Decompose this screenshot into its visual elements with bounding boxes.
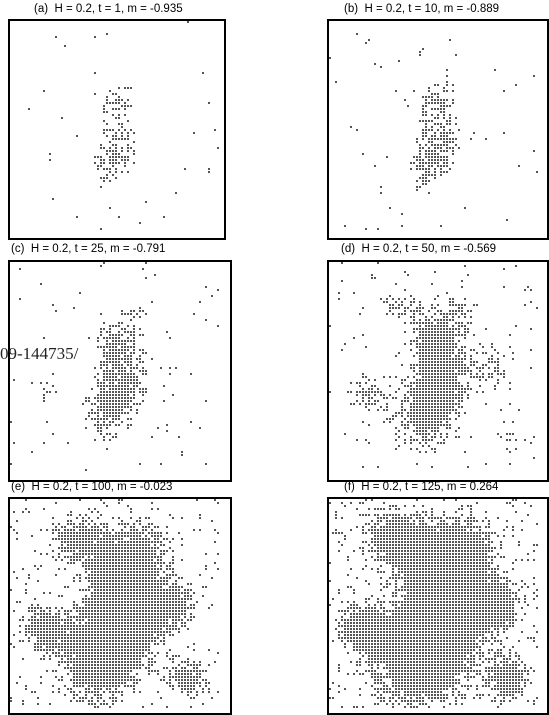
up-spin-sites	[10, 499, 219, 708]
panel-b-lattice	[327, 19, 549, 240]
panel-b-label: (b)	[344, 3, 359, 15]
side-watermark: 09-144735/	[0, 344, 79, 363]
up-spin-sites	[28, 21, 219, 230]
panel-d-label: (d)	[341, 243, 356, 255]
panel-a-title: (a) H = 0.2, t = 1, m = -0.935	[34, 3, 183, 16]
lattice-snapshot	[10, 262, 219, 471]
up-spin-sites	[329, 33, 538, 230]
panel-f-caption: H = 0.2, t = 125, m = 0.264	[361, 481, 499, 493]
panel-a-caption: H = 0.2, t = 1, m = -0.935	[54, 3, 183, 15]
panel-a-label: (a)	[34, 3, 49, 15]
panel-c-title: (c) H = 0.2, t = 25, m = -0.791	[11, 243, 165, 256]
lattice-snapshot	[10, 499, 219, 708]
panel-d-caption: H = 0.2, t = 50, m = -0.569	[361, 243, 497, 255]
panel-a-lattice	[8, 19, 226, 240]
panel-f-lattice	[327, 497, 549, 715]
panel-c-lattice	[8, 260, 232, 482]
panel-f-label: (f)	[344, 481, 355, 493]
lattice-snapshot	[329, 33, 538, 230]
panel-f-title: (f) H = 0.2, t = 125, m = 0.264	[344, 481, 498, 494]
panel-c-label: (c)	[11, 243, 25, 255]
panel-e-lattice	[8, 497, 232, 715]
lattice-snapshot	[329, 262, 538, 468]
panel-b-title: (b) H = 0.2, t = 10, m = -0.889	[344, 3, 499, 16]
panel-c-caption: H = 0.2, t = 25, m = -0.791	[30, 243, 166, 255]
panel-d-lattice	[327, 260, 549, 482]
panel-e-caption: H = 0.2, t = 100, m = -0.023	[31, 481, 173, 493]
panel-e-label: (e)	[11, 481, 26, 493]
panel-e-title: (e) H = 0.2, t = 100, m = -0.023	[11, 481, 172, 494]
lattice-snapshot	[329, 499, 538, 708]
lattice-snapshot	[28, 21, 219, 230]
up-spin-sites	[329, 262, 538, 468]
panel-d-title: (d) H = 0.2, t = 50, m = -0.569	[341, 243, 496, 256]
up-spin-sites	[10, 262, 219, 471]
panel-b-caption: H = 0.2, t = 10, m = -0.889	[364, 3, 500, 15]
up-spin-sites	[329, 499, 538, 708]
